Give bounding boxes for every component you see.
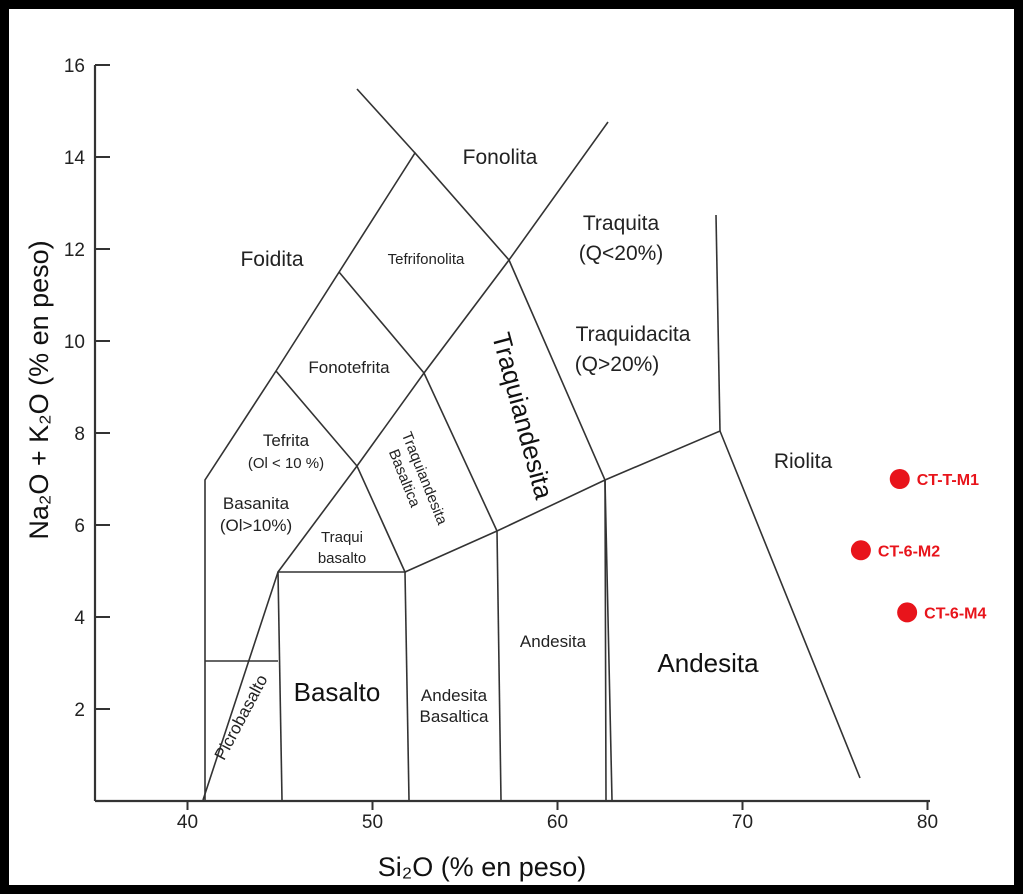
x-axis-title: Si₂O (% en peso) [378, 852, 587, 882]
field-label: Andesita [657, 648, 759, 678]
field-labels: Fonolita Foidita Tefrifonolita Traquita (Q<2… [211, 146, 833, 763]
field-boundary [277, 571, 283, 801]
field-boundary [338, 271, 425, 374]
x-tick-label: 70 [732, 812, 753, 833]
field-label: Traquita [583, 212, 660, 235]
x-tick-label: 50 [362, 812, 383, 833]
x-tick-label: 60 [547, 812, 568, 833]
field-label: Tefrifonolita [388, 251, 465, 268]
sample-label: CT-6-M2 [878, 543, 940, 560]
y-tick-label: 2 [74, 700, 85, 721]
field-label: Andesita [421, 686, 488, 705]
field-boundary [715, 214, 721, 432]
y-tick-label: 12 [64, 240, 85, 261]
field-label: Basaltica [420, 707, 490, 726]
field-label: Andesita [520, 632, 587, 651]
y-axis-title: Na₂O + K₂O (% en peso) [24, 240, 54, 539]
field-boundary [604, 479, 613, 801]
field-boundary [496, 530, 502, 801]
x-tick-label: 80 [917, 812, 938, 833]
field-boundary [277, 465, 358, 573]
field-label: (Ol < 10 %) [248, 455, 324, 472]
sample-label: CT-T-M1 [917, 472, 979, 489]
y-tick-label: 8 [74, 424, 85, 445]
field-label: Traquiandesita [486, 329, 559, 502]
field-label: (Q>20%) [575, 353, 660, 376]
y-tick-label: 14 [64, 148, 86, 169]
sample-point [850, 540, 871, 561]
sample-label: CT-6-M4 [924, 605, 986, 622]
y-tick-label: 16 [64, 56, 85, 77]
field-boundary [404, 571, 410, 801]
field-label: Riolita [774, 450, 833, 473]
y-tick-label: 4 [74, 608, 85, 629]
field-label: Basanita [223, 494, 290, 513]
sample-points: CT-T-M1 CT-6-M2 CT-6-M4 [850, 469, 986, 623]
sample-point [889, 469, 910, 489]
field-boundary [356, 88, 416, 154]
y-tick-label: 10 [64, 332, 85, 353]
field-label: Fonotefrita [308, 358, 390, 377]
field-boundary [423, 372, 498, 532]
field-label: Tefrita [263, 431, 310, 450]
field-label: (Q<20%) [579, 242, 664, 265]
field-label: Foidita [240, 248, 303, 271]
field-label: basalto [318, 550, 366, 567]
axis-ticks: 40 50 60 70 80 2 4 6 8 10 12 14 16 [64, 56, 938, 833]
field-label: Fonolita [463, 146, 538, 169]
field-label: Basalto [294, 677, 381, 707]
field-boundary [204, 121, 609, 800]
field-label: Traqui [321, 529, 363, 546]
y-tick-label: 6 [74, 516, 85, 537]
x-tick-label: 40 [177, 812, 198, 833]
sample-point [897, 602, 918, 623]
field-boundaries [202, 88, 861, 801]
field-label: (Ol>10%) [220, 516, 292, 535]
field-label: Traquidacita [576, 323, 691, 346]
